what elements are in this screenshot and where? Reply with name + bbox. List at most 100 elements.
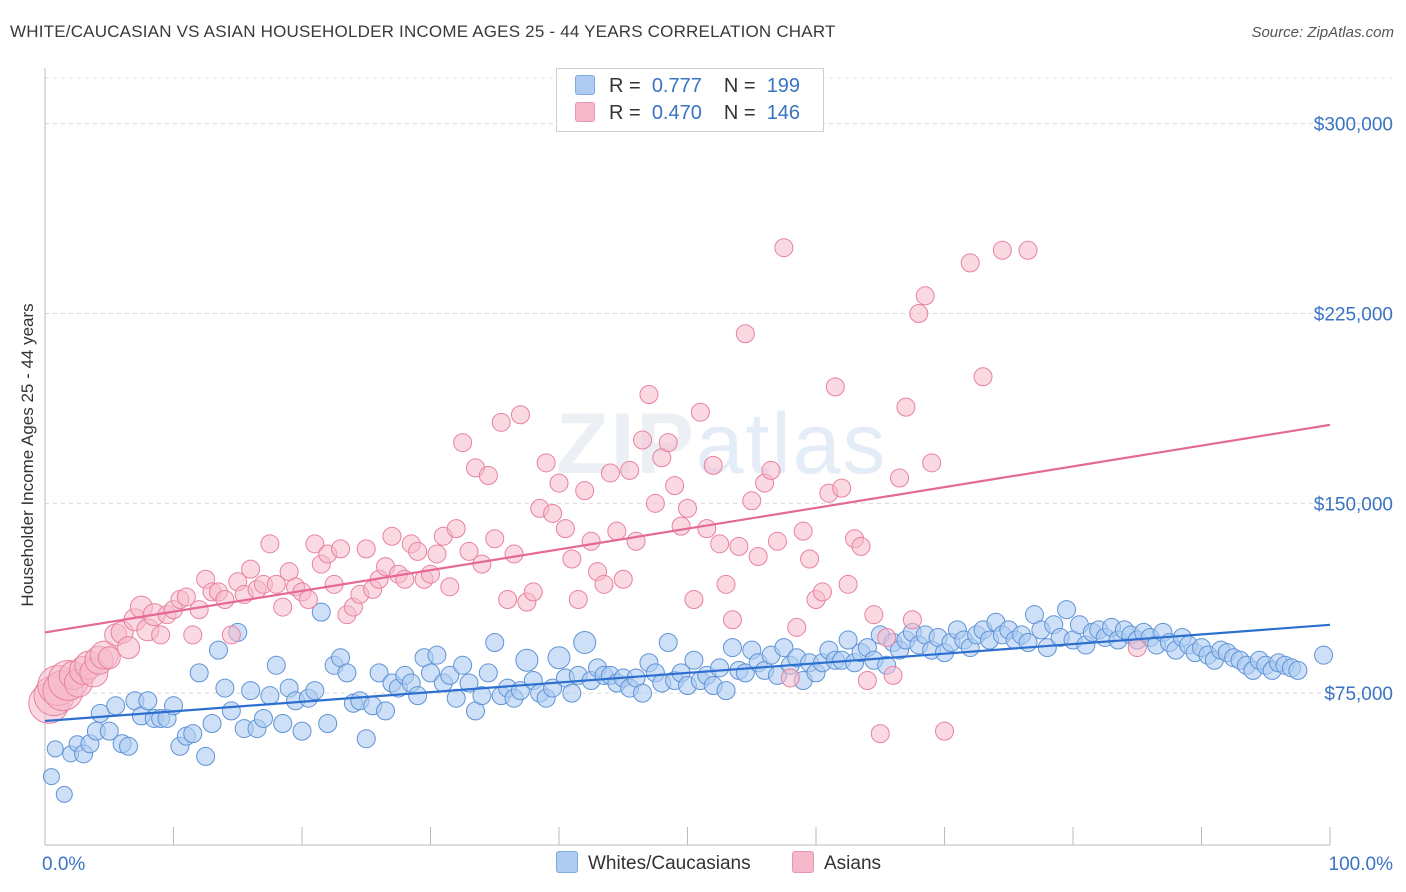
legend-swatch-whites	[575, 75, 595, 95]
data-point-asians	[639, 384, 659, 404]
data-point-asians	[774, 238, 794, 258]
data-point-asians	[684, 589, 704, 609]
data-point-whites	[1314, 645, 1334, 665]
data-point-whites	[459, 673, 479, 693]
data-point-whites	[46, 740, 64, 758]
bottom-legend-whites: Whites/Caucasians	[556, 851, 751, 875]
watermark-atlas: atlas	[695, 396, 888, 492]
data-point-asians	[973, 367, 993, 387]
data-point-asians	[915, 286, 935, 306]
bottom-legend-label-whites: Whites/Caucasians	[588, 853, 751, 874]
data-point-whites	[99, 721, 119, 741]
data-point-asians	[832, 478, 852, 498]
data-point-whites	[260, 686, 280, 706]
data-point-whites	[273, 714, 293, 734]
legend-n-value: 199	[766, 75, 801, 97]
data-point-whites	[42, 768, 60, 786]
data-point-whites	[1057, 600, 1077, 620]
data-point-whites	[716, 681, 736, 701]
data-point-asians	[729, 536, 749, 556]
data-point-whites	[189, 663, 209, 683]
data-point-asians	[825, 377, 845, 397]
data-point-asians	[787, 617, 807, 637]
data-point-whites	[421, 663, 440, 683]
data-point-asians	[671, 516, 691, 536]
data-point-asians	[555, 519, 575, 539]
data-point-whites	[633, 683, 653, 703]
legend-r-label: R =	[609, 75, 641, 97]
data-point-asians	[543, 503, 563, 523]
data-point-asians	[298, 589, 318, 609]
data-point-asians	[600, 463, 620, 483]
data-point-asians	[536, 453, 556, 473]
data-point-whites	[292, 721, 312, 741]
data-point-asians	[241, 559, 261, 579]
tick-labels: $75,000 $150,000 $225,000 $300,000 0.0% 100.0…	[42, 115, 1393, 875]
data-point-whites	[547, 646, 571, 670]
data-point-whites	[221, 701, 241, 721]
data-point-asians	[690, 402, 710, 422]
data-point-asians	[523, 582, 543, 602]
data-point-asians	[722, 610, 742, 630]
data-point-asians	[748, 546, 768, 566]
data-point-asians	[305, 534, 325, 554]
data-point-asians	[331, 539, 351, 559]
data-point-asians	[992, 240, 1012, 260]
data-point-asians	[421, 564, 440, 584]
data-point-whites	[106, 696, 126, 716]
data-point-whites	[119, 736, 139, 756]
data-point-asians	[382, 526, 402, 546]
data-point-whites	[485, 633, 505, 653]
data-point-asians	[427, 544, 447, 564]
data-point-whites	[196, 746, 216, 766]
data-point-asians	[851, 536, 871, 556]
data-point-whites	[369, 663, 389, 683]
data-point-asians	[472, 554, 492, 574]
data-point-asians	[266, 574, 286, 594]
data-point-asians	[800, 549, 820, 569]
data-point-whites	[337, 663, 357, 683]
data-point-asians	[896, 397, 916, 417]
data-point-whites	[446, 688, 466, 708]
data-point-asians	[1127, 638, 1147, 658]
legend-n-label: N =	[723, 75, 756, 97]
data-point-whites	[658, 633, 678, 653]
data-point-asians	[780, 668, 800, 688]
x-tick-label: 0.0%	[42, 854, 85, 875]
data-point-asians	[935, 721, 954, 741]
data-point-asians	[440, 577, 460, 597]
data-point-asians	[838, 574, 858, 594]
data-point-asians	[176, 587, 196, 607]
data-point-asians	[408, 541, 428, 561]
data-point-whites	[684, 650, 704, 670]
data-point-whites	[1288, 660, 1308, 680]
y-tick-label: $300,000	[1314, 115, 1393, 136]
data-point-whites	[215, 678, 235, 698]
data-point-whites	[311, 602, 331, 622]
trend-line-asians	[44, 423, 1331, 634]
data-point-whites	[318, 714, 338, 734]
correlation-legend: R = 0.777 N = 199 R = 0.470 N = 146	[556, 68, 824, 132]
y-axis-label: Householder Income Ages 25 - 44 years	[18, 303, 37, 606]
data-point-whites	[427, 645, 447, 665]
data-point-whites	[472, 686, 492, 706]
data-point-asians	[510, 405, 530, 425]
trend-line-whites	[44, 623, 1331, 723]
data-point-asians	[498, 589, 518, 609]
data-point-asians	[742, 491, 762, 511]
data-point-whites	[710, 658, 730, 678]
legend-row-asians: R = 0.470 N = 146	[575, 102, 800, 128]
data-point-whites	[722, 638, 742, 658]
data-point-asians	[151, 625, 171, 645]
trend-lines	[44, 423, 1331, 723]
data-point-asians	[221, 625, 241, 645]
data-point-whites	[253, 708, 273, 728]
data-point-asians	[575, 481, 595, 501]
data-point-whites	[478, 663, 498, 683]
data-point-whites	[440, 665, 460, 685]
data-point-asians	[735, 324, 755, 344]
data-point-asians	[870, 724, 890, 744]
y-tick-label: $75,000	[1324, 684, 1393, 705]
data-point-whites	[376, 701, 396, 721]
